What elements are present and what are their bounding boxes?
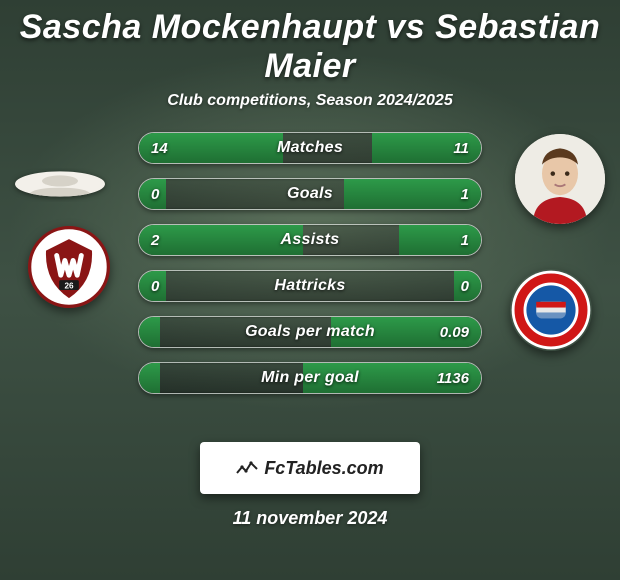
stat-label: Min per goal — [139, 363, 481, 393]
stat-value-right: 1 — [461, 225, 469, 255]
unterhaching-crest-icon — [510, 269, 592, 351]
stat-bar: 0Hattricks0 — [138, 270, 482, 302]
watermark-text: FcTables.com — [264, 458, 383, 479]
stat-bar: Goals per match0.09 — [138, 316, 482, 348]
page-subtitle: Club competitions, Season 2024/2025 — [0, 86, 620, 124]
player-left-avatar — [15, 171, 105, 196]
stat-value-right: 0.09 — [440, 317, 469, 347]
svg-text:26: 26 — [64, 281, 74, 290]
stat-value-right: 1 — [461, 179, 469, 209]
stat-label: Goals per match — [139, 317, 481, 347]
club-left-crest: 26 — [28, 226, 110, 308]
club-right-crest — [510, 269, 592, 351]
stat-label: Goals — [139, 179, 481, 209]
comparison-stage: 26 14Matches110Goals12Assists10Hattricks… — [0, 124, 620, 424]
stat-value-right: 11 — [453, 133, 469, 163]
stat-bar: 2Assists1 — [138, 224, 482, 256]
player-right-avatar — [515, 134, 605, 224]
stat-value-right: 0 — [461, 271, 469, 301]
wehen-crest-icon: 26 — [28, 226, 110, 308]
watermark-badge: FcTables.com — [200, 442, 420, 494]
date-label: 11 november 2024 — [0, 508, 620, 529]
stat-label: Matches — [139, 133, 481, 163]
stat-bar: 14Matches11 — [138, 132, 482, 164]
stat-label: Hattricks — [139, 271, 481, 301]
stat-bars: 14Matches110Goals12Assists10Hattricks0Go… — [138, 132, 482, 394]
portrait-icon — [515, 134, 605, 224]
stat-value-right: 1136 — [437, 363, 469, 393]
stat-bar: 0Goals1 — [138, 178, 482, 210]
stat-label: Assists — [139, 225, 481, 255]
stat-bar: Min per goal1136 — [138, 362, 482, 394]
page-title: Sascha Mockenhaupt vs Sebastian Maier — [0, 0, 620, 86]
silhouette-icon — [15, 171, 105, 196]
chart-icon — [236, 459, 258, 477]
